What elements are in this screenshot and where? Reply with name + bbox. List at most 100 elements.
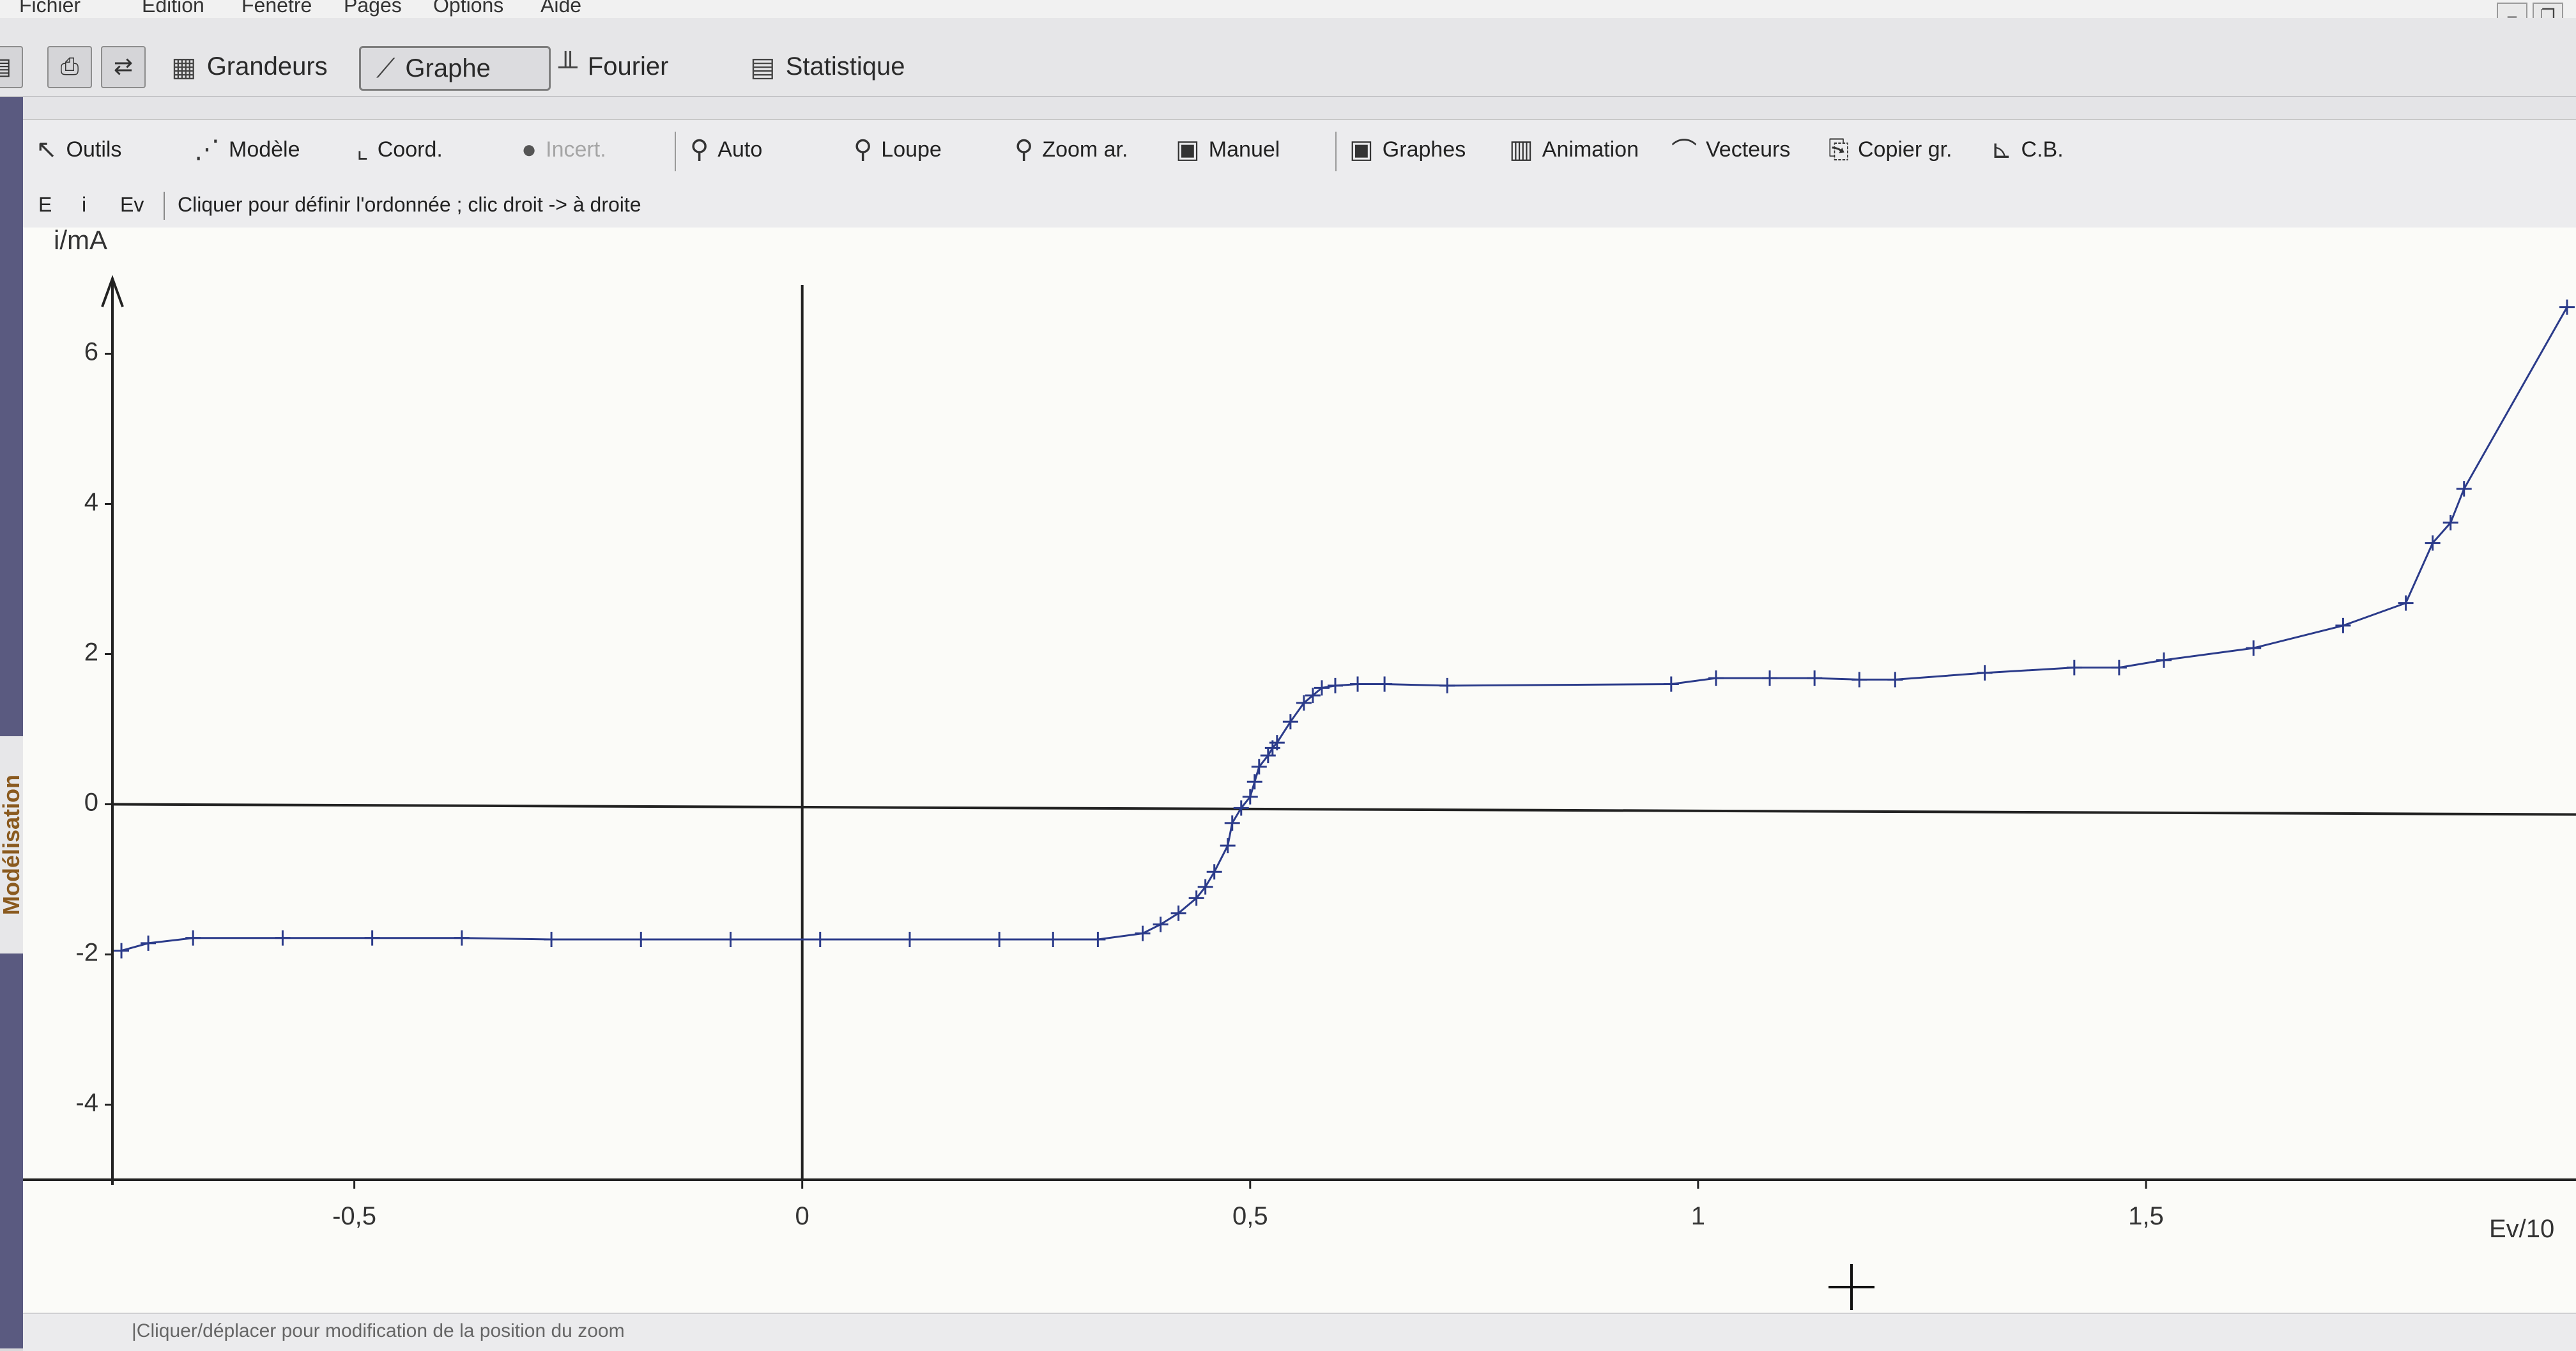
data-point (1887, 672, 1903, 688)
x-tick-label: 0,5 (1232, 1202, 1268, 1230)
magnifier-icon: ⚲ (854, 135, 873, 164)
data-point (992, 932, 1008, 947)
side-panel-tab[interactable]: Modélisation (0, 736, 24, 953)
incert-button[interactable]: ● Incert. (521, 132, 606, 167)
x-tick-label: 0 (795, 1202, 809, 1230)
outils-button[interactable]: ↖ Outils (36, 132, 121, 167)
manuel-button[interactable]: ▣ Manuel (1176, 132, 1280, 167)
hint-text: Cliquer pour définir l'ordonnée ; clic d… (178, 193, 641, 216)
tab-graphe-label: Graphe (405, 54, 491, 82)
data-point (1197, 879, 1213, 895)
print-icon[interactable]: ⎙ (47, 46, 92, 88)
axis-select-ev[interactable]: Ev (120, 193, 144, 216)
cb-button[interactable]: ⊾ C.B. (1991, 132, 2064, 167)
data-point (275, 930, 291, 946)
graphes-button[interactable]: ▣ Graphes (1349, 132, 1466, 167)
y-tick-label: 0 (84, 789, 98, 817)
left-strip (0, 97, 23, 1348)
menu-fenetre[interactable]: Fenêtre (241, 0, 312, 17)
data-point (544, 932, 560, 947)
incert-label: Incert. (546, 137, 606, 162)
tab-graphe[interactable]: ⟋ Graphe (359, 46, 551, 91)
tab-fourier[interactable]: ╨ Fourier (558, 46, 668, 87)
data-point (1851, 672, 1867, 688)
side-panel-label: Modélisation (0, 774, 24, 916)
cb-label: C.B. (2021, 137, 2064, 162)
tab-statistique[interactable]: ▤ Statistique (750, 46, 905, 87)
save-icon[interactable]: ▤ (0, 46, 23, 88)
auto-label: Auto (717, 137, 763, 162)
graph-panel: ↖ Outils ⋰ Modèle ⌞ Coord. ● Incert. ⚲ A… (23, 119, 2576, 1351)
data-point (114, 943, 130, 959)
graph-icon: ⟋ (376, 52, 395, 83)
axis-select-e[interactable]: E (38, 193, 52, 216)
data-point (454, 930, 470, 946)
zero-horizontal-line (112, 803, 2576, 816)
data-point (141, 935, 157, 951)
data-point (1377, 676, 1393, 692)
swap-icon[interactable]: ⇄ (101, 46, 146, 88)
coord-button[interactable]: ⌞ Coord. (356, 132, 443, 167)
model-icon: ⋰ (194, 135, 220, 164)
crosshair-cursor-icon (1828, 1264, 1874, 1310)
graph-toolbar: ↖ Outils ⋰ Modèle ⌞ Coord. ● Incert. ⚲ A… (23, 120, 2576, 189)
data-point (1807, 670, 1823, 686)
data-point (1708, 670, 1724, 686)
data-point (2066, 660, 2082, 676)
data-point (723, 932, 739, 947)
chart-svg[interactable]: 6 4 2 0 -2 -4 -0,5 0 0,5 1 1,5 i/mA Ev/10 (23, 225, 2576, 1314)
menu-aide[interactable]: Aide (540, 0, 582, 17)
menu-edition[interactable]: Edition (142, 0, 204, 17)
data-point (1350, 676, 1366, 692)
data-point (2335, 617, 2351, 633)
cb-icon: ⊾ (1991, 135, 2012, 164)
outils-label: Outils (66, 137, 122, 162)
loupe-label: Loupe (881, 137, 942, 162)
data-point (1090, 932, 1106, 947)
menu-options[interactable]: Options (433, 0, 504, 17)
tab-grandeurs[interactable]: ▦ Grandeurs (171, 46, 328, 87)
tab-bar: ▤ ⎙ ⇄ ▦ Grandeurs ⟋ Graphe ╨ Fourier ▤ S… (0, 18, 2576, 97)
modele-label: Modèle (229, 137, 300, 162)
tab-fourier-label: Fourier (587, 52, 669, 81)
status-text: |Cliquer/déplacer pour modification de l… (132, 1320, 625, 1341)
axis-select-i[interactable]: i (82, 193, 87, 216)
uncertainty-icon: ● (521, 135, 537, 164)
menu-fichier[interactable]: Fichier (19, 0, 81, 17)
graph-area[interactable]: 6 4 2 0 -2 -4 -0,5 0 0,5 1 1,5 i/mA Ev/10 (23, 225, 2576, 1314)
animation-button[interactable]: ▥ Animation (1509, 132, 1639, 167)
modele-button[interactable]: ⋰ Modèle (194, 132, 300, 167)
tab-statistique-label: Statistique (785, 52, 905, 81)
data-point (2559, 299, 2575, 315)
x-tick-label: -0,5 (332, 1202, 376, 1230)
auto-button[interactable]: ⚲ Auto (690, 132, 762, 167)
status-bar: |Cliquer/déplacer pour modification de l… (23, 1313, 2576, 1351)
copy-graph-button[interactable]: ⎘ Copier gr. (1828, 132, 1952, 167)
toolbar-divider (675, 132, 676, 171)
manual-icon: ▣ (1176, 135, 1200, 164)
data-point (2398, 595, 2414, 611)
zoom-out-icon: ⚲ (1015, 135, 1034, 164)
copy-icon: ⎘ (1828, 135, 1849, 164)
statistics-icon: ▤ (750, 51, 776, 82)
data-point (1269, 735, 1285, 751)
data-point (1242, 789, 1258, 805)
data-point (633, 932, 649, 947)
data-point (1663, 676, 1679, 692)
loupe-button[interactable]: ⚲ Loupe (854, 132, 942, 167)
vecteurs-button[interactable]: ⌒ Vecteurs (1671, 132, 1790, 167)
data-point (364, 930, 380, 946)
data-point (812, 932, 828, 947)
x-tick-label: 1 (1691, 1202, 1705, 1230)
y-tick-label: 4 (84, 488, 98, 516)
zoom-back-button[interactable]: ⚲ Zoom ar. (1015, 132, 1128, 167)
data-point (2456, 481, 2472, 497)
data-point (1305, 688, 1321, 704)
coordinates-icon: ⌞ (356, 135, 369, 164)
data-point (1224, 815, 1240, 831)
graphs-icon: ▣ (1349, 135, 1374, 164)
menu-pages[interactable]: Pages (344, 0, 402, 17)
vecteurs-label: Vecteurs (1706, 137, 1791, 162)
animation-icon: ▥ (1509, 135, 1533, 164)
data-point (2425, 535, 2441, 551)
